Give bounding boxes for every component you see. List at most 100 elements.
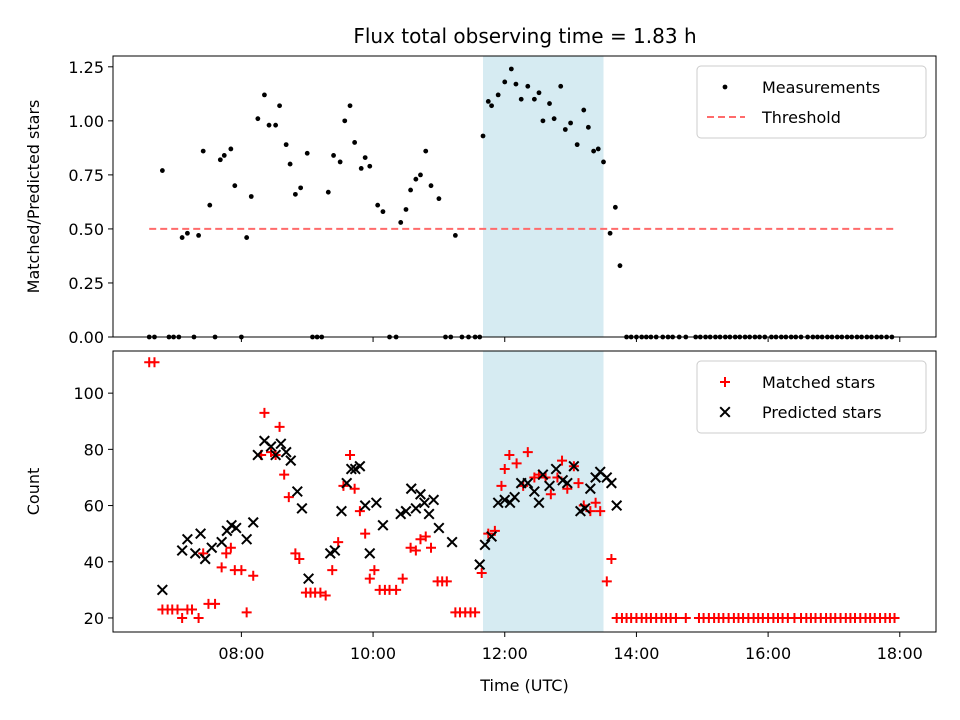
y-tick-label: 0.00 xyxy=(68,328,104,347)
measurements-point xyxy=(495,92,501,98)
measurements-point xyxy=(513,81,519,87)
predicted-stars-point xyxy=(433,522,445,534)
legend-swatch xyxy=(719,406,731,418)
measurements-point xyxy=(452,233,458,238)
predicted-stars-point xyxy=(181,533,193,545)
x-tick-label: 12:00 xyxy=(482,644,528,663)
predicted-stars-point xyxy=(486,530,498,542)
measurements-point xyxy=(159,168,165,173)
predicted-stars-point xyxy=(400,505,412,517)
x-tick-label: 16:00 xyxy=(745,644,791,663)
measurements-point xyxy=(562,127,568,132)
matched-stars-point xyxy=(248,570,259,581)
measurements-point xyxy=(352,140,358,145)
measurements-point xyxy=(568,120,573,126)
measurements-point xyxy=(480,133,486,139)
measurements-point xyxy=(217,157,223,163)
ratio-panel: 0.00 0.25 0.50 0.75 1.00 1.25 Matched/Predict… xyxy=(24,55,937,347)
matched-stars-point xyxy=(573,478,584,489)
legend-box xyxy=(696,360,927,434)
matched-stars-point xyxy=(315,587,326,598)
matched-stars-point xyxy=(177,612,188,623)
legend-label: Matched stars xyxy=(762,373,875,392)
measurements-point xyxy=(551,116,557,122)
predicted-stars-point xyxy=(195,528,207,540)
matched-stars-point xyxy=(562,483,573,494)
matched-stars-point xyxy=(274,421,285,432)
plot-frame xyxy=(112,55,937,338)
matched-stars-point xyxy=(601,576,612,587)
matched-stars-point xyxy=(149,357,160,368)
measurements-point xyxy=(287,161,293,167)
measurements-point xyxy=(547,101,552,106)
measurements-point xyxy=(536,90,542,96)
predicted-stars-point xyxy=(537,469,549,481)
legend: Measurements Threshold xyxy=(696,65,927,139)
predicted-stars-point xyxy=(296,502,308,514)
predicted-stars-point xyxy=(230,522,242,534)
matched-stars-point xyxy=(290,548,301,559)
matched-stars-point xyxy=(504,449,515,460)
predicted-stars-point xyxy=(395,508,407,520)
predicted-stars-point xyxy=(428,494,440,506)
matched-stars-point xyxy=(511,458,522,469)
measurements-point xyxy=(184,230,190,236)
measurements-point xyxy=(244,235,250,240)
measurements-point xyxy=(595,146,601,152)
measurements-point xyxy=(342,118,348,124)
predicted-stars-point xyxy=(329,545,341,557)
matched-stars-point xyxy=(216,562,227,573)
predicted-stars-point xyxy=(199,553,211,565)
measurements-point xyxy=(221,153,227,158)
matched-stars-point xyxy=(496,480,507,491)
predicted-stars-point xyxy=(446,536,458,548)
legend-swatch xyxy=(720,377,730,387)
predicted-stars-point xyxy=(303,573,315,585)
x-tick-label: 18:00 xyxy=(877,644,923,663)
matched-stars-point xyxy=(889,612,900,623)
predicted-stars-series xyxy=(156,435,623,596)
legend-label: Predicted stars xyxy=(762,403,882,422)
predicted-stars-point xyxy=(423,508,435,520)
matched-stars-point xyxy=(391,584,402,595)
measurements-point xyxy=(337,159,343,165)
predicted-stars-point xyxy=(206,542,218,554)
y-tick-label: 20 xyxy=(84,609,104,628)
predicted-stars-point xyxy=(364,547,376,559)
matched-stars-point xyxy=(320,590,331,601)
matched-stars-point xyxy=(221,548,232,559)
measurements-point xyxy=(292,191,298,197)
predicted-stars-point xyxy=(156,584,168,596)
measurements-point xyxy=(601,159,606,165)
predicted-stars-point xyxy=(189,547,201,559)
matched-stars-point xyxy=(354,506,365,517)
matched-stars-point xyxy=(294,553,305,564)
measurements-point xyxy=(408,187,413,193)
measurements-point xyxy=(591,148,597,154)
predicted-stars-point xyxy=(579,502,591,514)
matched-stars-point xyxy=(333,537,344,548)
predicted-stars-point xyxy=(252,449,264,461)
measurements-point xyxy=(423,148,429,154)
y-tick-label: 0.50 xyxy=(68,220,104,239)
measurements-point xyxy=(581,107,587,113)
measurements-point xyxy=(489,103,494,109)
y-axis-ticks: 0.00 0.25 0.50 0.75 1.00 1.25 xyxy=(68,58,113,347)
measurements-point xyxy=(375,202,381,208)
matched-stars-point xyxy=(327,565,338,576)
chart-title: Flux total observing time = 1.83 h xyxy=(353,24,696,48)
measurements-point xyxy=(380,209,386,215)
y-axis-ticks: 20 40 60 80 100 xyxy=(73,384,113,628)
y-tick-label: 60 xyxy=(84,497,104,516)
highlight-span xyxy=(483,351,604,632)
measurements-point xyxy=(436,196,442,202)
y-tick-label: 0.25 xyxy=(68,274,104,293)
matched-stars-point xyxy=(172,604,183,615)
legend-swatch xyxy=(722,84,728,90)
measurements-point xyxy=(331,153,336,158)
measurements-point xyxy=(607,230,613,236)
predicted-stars-point xyxy=(568,460,580,472)
x-tick-label: 14:00 xyxy=(613,644,659,663)
matched-stars-series xyxy=(144,357,900,623)
